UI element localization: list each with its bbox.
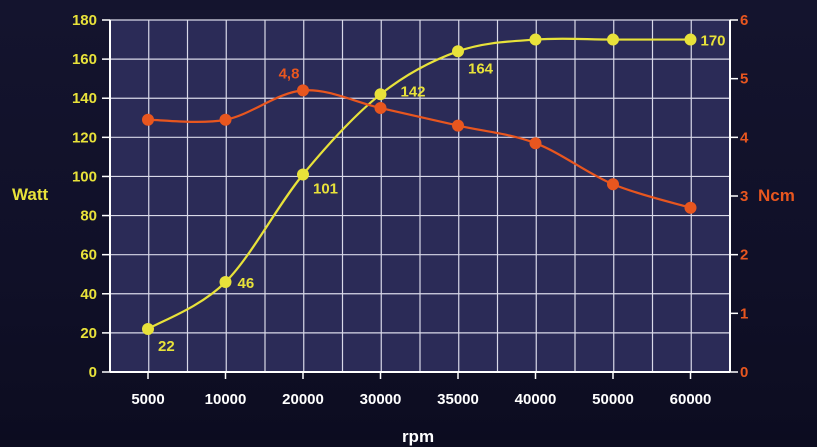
right-tick-label: 6 <box>740 12 748 29</box>
right-axis-title: Ncm <box>758 186 795 205</box>
left-tick-label: 100 <box>72 168 97 185</box>
left-tick-label: 120 <box>72 129 97 146</box>
left-tick-label: 60 <box>80 247 97 264</box>
data-point-ncm <box>297 84 309 97</box>
x-tick-label: 5000 <box>131 391 164 408</box>
left-tick-label: 160 <box>72 51 97 68</box>
data-label-watt: 170 <box>701 33 726 50</box>
data-label-watt: 142 <box>401 83 426 100</box>
data-point-watt <box>607 33 619 46</box>
left-axis-ticks: 0 20 40 60 80 100 120 140 160 180 <box>72 12 110 381</box>
right-tick-label: 3 <box>740 188 748 205</box>
right-tick-label: 4 <box>740 129 749 146</box>
x-tick-label: 60000 <box>670 391 712 408</box>
data-point-watt <box>374 88 387 101</box>
x-axis-ticks: 5000 10000 20000 30000 35000 40000 50000 60000 <box>131 372 711 408</box>
x-tick-label: 20000 <box>282 391 324 408</box>
left-tick-label: 140 <box>72 90 97 107</box>
left-tick-label: 80 <box>80 208 97 225</box>
left-tick-label: 0 <box>89 364 97 381</box>
left-tick-label: 180 <box>72 12 97 29</box>
series-line-watt <box>147 37 691 330</box>
data-label-watt: 22 <box>158 338 175 355</box>
data-point-ncm <box>529 137 542 150</box>
data-point-watt <box>142 322 154 335</box>
data-point-ncm <box>607 178 619 191</box>
left-axis-title: Watt <box>12 185 49 204</box>
data-point-watt <box>219 276 232 289</box>
x-tick-label: 10000 <box>205 391 247 408</box>
data-point-watt <box>684 33 697 46</box>
data-point-watt <box>297 168 309 181</box>
left-tick-label: 40 <box>80 286 97 303</box>
data-label-ncm: 4,8 <box>279 65 300 82</box>
x-tick-label: 35000 <box>437 391 479 408</box>
x-axis-title: rpm <box>402 427 434 446</box>
left-tick-label: 20 <box>80 325 97 342</box>
data-point-ncm <box>452 119 464 132</box>
data-point-ncm <box>219 113 232 126</box>
right-tick-label: 0 <box>740 364 748 381</box>
right-axis-ticks: 0 1 2 3 4 5 6 <box>730 12 749 381</box>
x-tick-label: 40000 <box>515 391 557 408</box>
x-tick-label: 30000 <box>360 391 402 408</box>
series-layer: 22 46 101 142 164 170 4,8 <box>142 33 726 355</box>
right-tick-label: 5 <box>740 71 748 88</box>
data-point-ncm <box>374 102 387 114</box>
data-label-watt: 46 <box>238 275 255 292</box>
right-tick-label: 1 <box>740 305 748 322</box>
data-label-watt: 101 <box>313 180 338 197</box>
x-tick-label: 50000 <box>592 391 634 408</box>
right-tick-label: 2 <box>740 247 748 264</box>
data-point-watt <box>529 33 542 46</box>
data-label-watt: 164 <box>468 60 494 77</box>
data-point-ncm <box>684 201 697 214</box>
data-point-watt <box>452 45 464 58</box>
data-point-ncm <box>142 113 154 126</box>
